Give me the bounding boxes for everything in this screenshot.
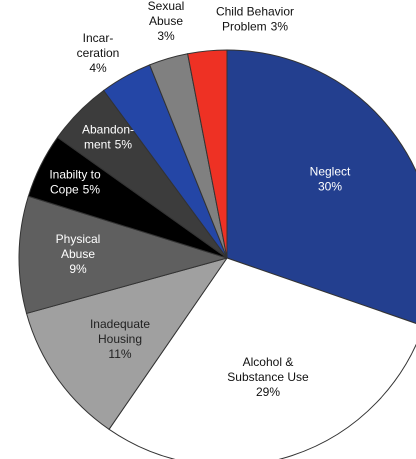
category-label: Sexual Abuse bbox=[148, 0, 185, 28]
label-line: Physical bbox=[56, 232, 101, 246]
category-label: Inabilty to Cope bbox=[49, 168, 101, 197]
label-line: Neglect bbox=[310, 165, 351, 179]
pie-slice bbox=[108, 257, 416, 459]
category-label: Child Behavior Problem bbox=[216, 5, 294, 34]
category-label: Physical Abuse bbox=[56, 232, 101, 261]
slice-label: Neglect 30% bbox=[310, 165, 351, 194]
slice-label: Inadequate Housing 11% bbox=[90, 317, 150, 361]
pie-slice bbox=[18, 195, 229, 315]
value-label: 29% bbox=[256, 385, 280, 399]
label-line: Abuse bbox=[149, 14, 183, 28]
pie-slice bbox=[226, 49, 416, 324]
pie-slice bbox=[25, 257, 229, 431]
label-line: Child Behavior bbox=[216, 5, 294, 19]
label-line: Inabilty to bbox=[49, 168, 101, 182]
value-label: 3% bbox=[271, 20, 289, 34]
category-label: Inadequate Housing bbox=[90, 317, 150, 346]
slice-label: Physical Abuse 9% bbox=[56, 232, 101, 276]
label-line: Cope bbox=[50, 183, 79, 197]
label-line: Inadequate bbox=[90, 317, 150, 331]
category-label: Abandon-ment bbox=[82, 123, 134, 152]
slice-label: Abandon-ment 5% bbox=[82, 123, 134, 152]
value-label: 4% bbox=[89, 61, 107, 75]
slice-label: Child Behavior Problem 3% bbox=[216, 5, 294, 34]
value-label: 5% bbox=[115, 138, 133, 152]
label-line: Abandon- bbox=[82, 123, 134, 137]
category-label: Incar-ceration bbox=[77, 31, 120, 60]
label-line: Alcohol & bbox=[243, 355, 294, 369]
slice-label: Sexual Abuse 3% bbox=[148, 0, 185, 43]
value-label: 5% bbox=[83, 183, 101, 197]
label-line: Incar- bbox=[83, 31, 114, 45]
label-line: Sexual bbox=[148, 0, 185, 13]
slice-label: Alcohol & Substance Use 29% bbox=[227, 355, 309, 399]
label-line: Substance Use bbox=[227, 370, 309, 384]
value-label: 11% bbox=[108, 347, 131, 361]
slice-label: Incar-ceration 4% bbox=[77, 31, 120, 75]
pie-slice bbox=[187, 49, 228, 259]
label-line: Problem bbox=[222, 20, 267, 34]
category-label: Alcohol & Substance Use bbox=[227, 355, 309, 384]
label-line: Abuse bbox=[61, 247, 95, 261]
label-line: ceration bbox=[77, 46, 120, 60]
label-line: ment bbox=[84, 138, 111, 152]
label-line: Housing bbox=[98, 332, 142, 346]
value-label: 9% bbox=[69, 262, 87, 276]
value-label: 30% bbox=[318, 180, 342, 194]
slice-label: Inabilty to Cope 5% bbox=[49, 168, 101, 197]
value-label: 3% bbox=[157, 29, 175, 43]
category-label: Neglect bbox=[310, 165, 351, 179]
